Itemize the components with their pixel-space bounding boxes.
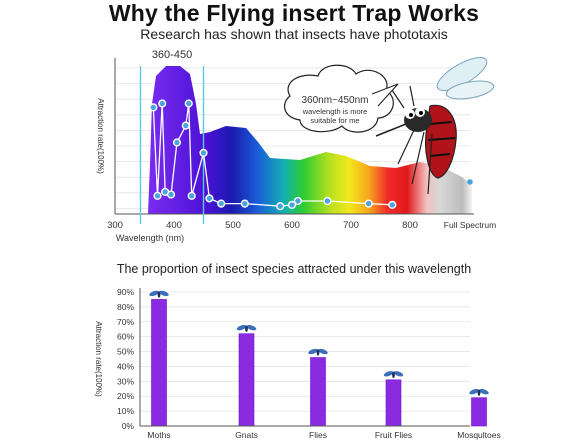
x-tick-label: Gnats [235,430,258,440]
y-tick-label: 0% [122,421,135,431]
spectrum-axes [114,58,474,215]
y-tick-label: 50% [117,347,134,357]
chart-subtitle: Research has shown that insects have pho… [140,26,448,42]
bar-y-ticks: 0% 10% 20% 30% 40% 50% 60% 70% 80% 90% [117,287,134,431]
wing-right [318,348,328,355]
data-point-full-spectrum [467,179,473,185]
wing-left [383,371,394,377]
bar-y-axis-label: Attraction rate(100%) [94,321,103,397]
wing-right [479,389,489,395]
data-point [364,199,373,208]
x-tick-label: Flies [309,430,327,440]
data-point [187,191,196,200]
y-tick-label: 90% [117,287,134,297]
gnat-icon [236,325,257,332]
body [245,325,248,332]
body [392,371,395,379]
data-point [323,196,332,206]
bar-series [151,299,487,427]
bar-icons [149,290,489,396]
y-tick-label: 60% [117,332,134,342]
callout-title: 360nm~450nm [302,95,369,106]
data-point [205,194,214,203]
x-axis-label: Wavelength (nm) [116,233,184,243]
x-tick-label: 700 [343,220,359,231]
bar-gridlines [140,291,470,412]
x-tick-label: 500 [225,220,241,231]
highlight-band [139,66,205,224]
body [477,389,481,396]
bar-fruit-flies [385,379,402,427]
wing-right [159,290,169,297]
y-tick-label: 70% [117,317,134,327]
mosquito-icon [375,57,495,195]
body [157,291,161,298]
data-point [172,138,182,147]
callout-bubble: 360nm~450nm wavelength is more suitable … [283,64,399,133]
x-tick-label: 800 [402,220,418,231]
y-axis-label: Attraction rate(100%) [96,98,105,174]
wing-left [308,348,318,355]
spectrum-chart: 360-450 300 400 500 600 700 800 Full Spectrum … [96,49,496,243]
y-tick-label: 20% [117,391,134,401]
data-point [217,199,226,208]
data-point [166,190,176,199]
spectrum-series [149,99,473,211]
wing-left [236,325,247,331]
mosquito-icon [469,389,489,396]
data-point [149,103,158,112]
data-point [158,99,167,108]
data-point [181,121,190,130]
x-tick-label: 300 [107,220,123,231]
bar-chart: 0% 10% 20% 30% 40% 50% 60% 70% 80% 90% Moths Gnats… [94,287,501,440]
x-tick-label: Moths [147,430,170,440]
data-point [153,191,162,200]
bar-mosqultoes [471,397,487,427]
bar-x-ticks: Moths Gnats Flies Fruit Flies Mosqultoes [147,430,500,440]
fly-icon [308,348,328,356]
wing-right [246,325,257,331]
data-point [388,200,397,210]
x-tick-label: Mosqultoes [457,430,500,440]
data-point [240,199,249,208]
x-tick-label: Fruit Flies [375,430,412,440]
x-tick-label: 600 [284,220,300,231]
bar-chart-title: The proportion of insect species attract… [116,262,472,276]
callout-line-2: suitable for me [310,116,359,125]
data-point [287,200,297,210]
x-tick-label: 400 [166,220,182,231]
wing-right [393,371,404,377]
body [316,349,320,356]
wing-left [149,290,159,297]
bar-moths [151,299,167,427]
spectrum-x-ticks: 300 400 500 600 700 800 Full Spectrum [107,220,496,231]
y-tick-label: 10% [117,406,134,416]
bar-flies [310,357,326,427]
wing-left [469,389,479,395]
data-point [199,148,208,158]
bar-gnats [238,333,255,427]
moth-icon [149,290,169,298]
spectrum-area [148,66,472,214]
data-point [276,202,285,211]
y-tick-label: 30% [117,376,134,386]
x-tick-label-full-spectrum: Full Spectrum [444,220,496,230]
y-tick-label: 80% [117,302,134,312]
data-point [293,196,303,206]
data-point [184,99,193,108]
chart-title: Why the Flying insert Trap Works [108,0,480,26]
bar-axes [139,288,470,427]
band-label: 360-450 [152,49,192,61]
callout-line-1: wavelength is more [302,107,368,116]
fruit-fly-icon [383,371,404,379]
y-tick-label: 40% [117,361,134,371]
